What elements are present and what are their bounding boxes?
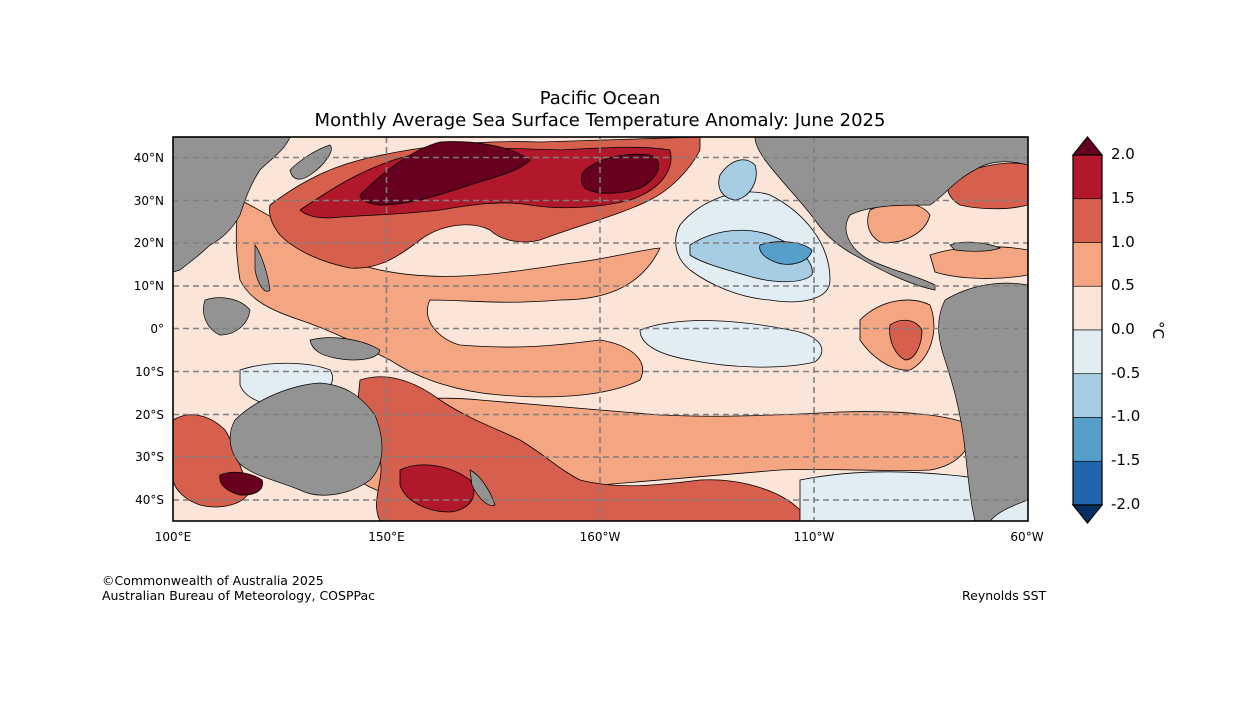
land-new-zealand	[469, 469, 496, 506]
lon-label: 160°W	[580, 530, 621, 544]
colorbar-extend-max	[1071, 136, 1104, 156]
land-south-america	[938, 282, 1028, 521]
lon-label: 150°E	[368, 530, 405, 544]
land-australia	[229, 382, 383, 496]
data-source: Reynolds SST	[962, 588, 1047, 603]
land-indonesia-borneo	[203, 297, 251, 336]
colorbar-frame	[1072, 154, 1103, 506]
lat-axis: 40°N 30°N 20°N 10°N 0° 10°S 20°S 30°S 40…	[134, 151, 164, 507]
colorbar-segment	[1072, 329, 1103, 375]
lon-label: 100°E	[155, 530, 192, 544]
land-asia	[173, 137, 291, 273]
colorbar-tick-label: 0.5	[1111, 276, 1135, 294]
colorbar-tick-label: 1.0	[1111, 233, 1135, 251]
lat-label: 20°N	[134, 236, 164, 250]
anomaly-core-cool	[759, 241, 813, 265]
lon-label: 110°W	[794, 530, 835, 544]
copyright-line: ©Commonwealth of Australia 2025	[102, 573, 324, 588]
lat-label: 10°N	[134, 279, 164, 293]
lon-axis: 100°E 150°E 160°W 110°W 60°W	[155, 530, 1044, 544]
colorbar-tick-label: -0.5	[1111, 364, 1140, 382]
colorbar-ticks: 2.0 1.5 1.0 0.5 0.0 -0.5 -1.0 -1.5 -2.0	[1111, 145, 1140, 513]
lat-label: 20°S	[135, 408, 164, 422]
lat-label: 30°S	[135, 450, 164, 464]
organisation-line: Australian Bureau of Meteorology, COSPPa…	[102, 588, 375, 603]
colorbar	[1071, 136, 1104, 524]
land-north-america	[754, 137, 1028, 291]
colorbar-segment	[1072, 417, 1103, 462]
colorbar-segment	[1072, 198, 1103, 243]
anomaly-region-warm-east-core	[889, 319, 923, 361]
colorbar-unit-label: °C	[1149, 321, 1167, 339]
lat-label: 30°N	[134, 194, 164, 208]
colorbar-segment	[1072, 373, 1103, 418]
lon-label: 60°W	[1010, 530, 1043, 544]
colorbar-segment	[1072, 285, 1103, 331]
colorbar-segment	[1072, 242, 1103, 287]
colorbar-tick-label: 2.0	[1111, 145, 1135, 163]
lat-label: 10°S	[135, 365, 164, 379]
map-title: Pacific Ocean	[539, 88, 661, 109]
colorbar-tick-label: 1.5	[1111, 189, 1135, 207]
land-new-guinea	[309, 337, 381, 361]
land-philippines	[254, 243, 271, 292]
land-masses	[173, 137, 1028, 521]
anomaly-core-warm-southwest	[219, 471, 263, 496]
anomaly-region-cool-northeast	[718, 159, 757, 201]
colorbar-segment	[1072, 154, 1103, 200]
map-frame	[172, 136, 1029, 522]
colorbar-tick-label: 0.0	[1111, 320, 1135, 338]
colorbar-extend-min	[1071, 504, 1104, 524]
lat-label: 40°S	[135, 493, 164, 507]
lat-label: 0°	[150, 322, 164, 336]
anomaly-region-warm-atlantic	[947, 162, 1028, 210]
colorbar-tick-label: -1.0	[1111, 407, 1140, 425]
lat-label: 40°N	[134, 151, 164, 165]
anomaly-core-warm-strong-east	[580, 153, 660, 194]
colorbar-segment	[1072, 460, 1103, 506]
gridlines	[173, 137, 1028, 521]
copyright-credit: ©Commonwealth of Australia 2025 Australi…	[102, 573, 375, 603]
colorbar-tick-label: -2.0	[1111, 495, 1140, 513]
colorbar-tick-label: -1.5	[1111, 451, 1140, 469]
map-subtitle: Monthly Average Sea Surface Temperature …	[314, 110, 886, 131]
anomaly-region-cool-equatorial	[639, 320, 823, 368]
anomaly-region-warm-light	[235, 199, 661, 398]
